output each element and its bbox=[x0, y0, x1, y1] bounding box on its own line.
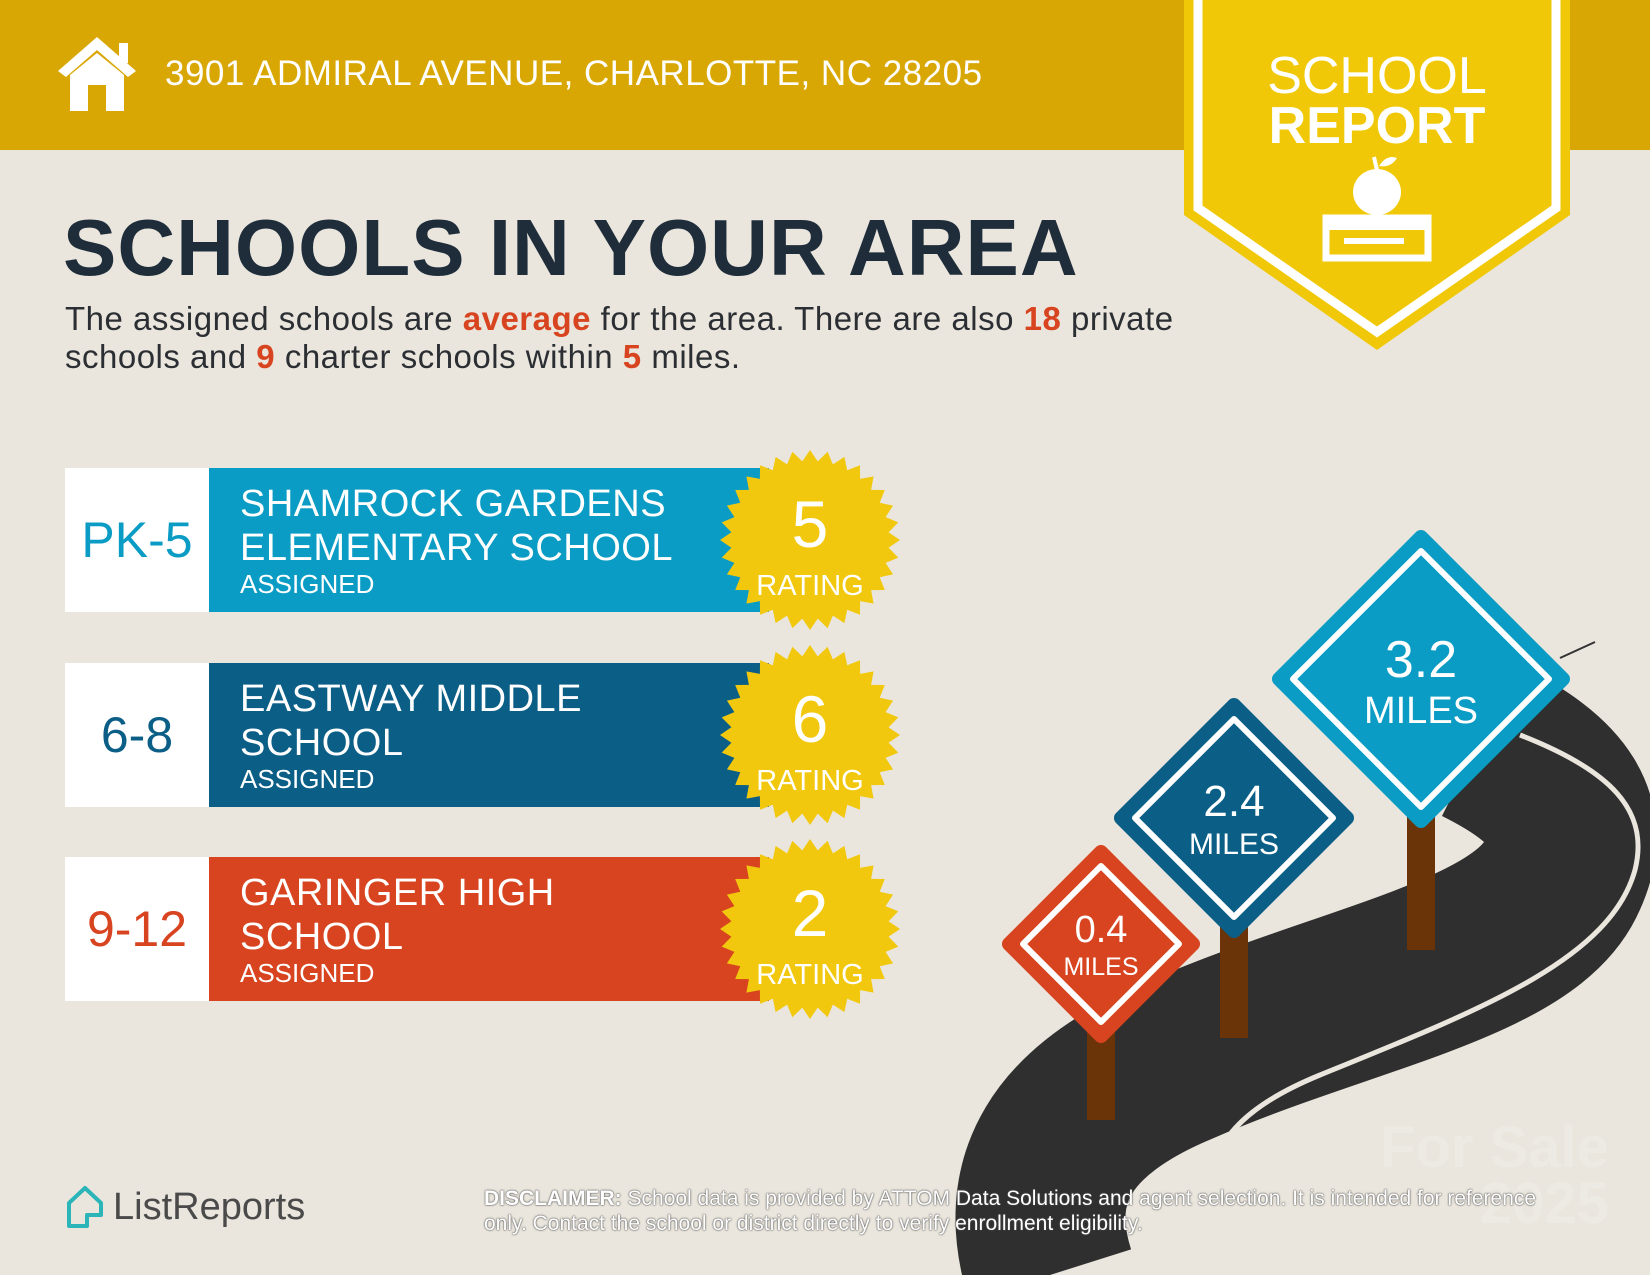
assignment-status: ASSIGNED bbox=[240, 958, 375, 988]
school-name-line-2: SCHOOL bbox=[240, 916, 404, 958]
house-icon bbox=[58, 37, 136, 111]
page-title: SCHOOLS IN YOUR AREA bbox=[63, 203, 1079, 292]
listreports-logo: ListReports bbox=[65, 1185, 305, 1229]
school-row: 9-12 GARINGER HIGH SCHOOL ASSIGNED 2 RAT… bbox=[65, 839, 900, 1019]
school-row: PK-5 SHAMROCK GARDENS ELEMENTARY SCHOOL … bbox=[65, 450, 900, 630]
rating-seal-icon bbox=[720, 839, 900, 1019]
rating-seal-icon bbox=[720, 450, 900, 630]
school-bar: SHAMROCK GARDENS ELEMENTARY SCHOOL ASSIG… bbox=[209, 468, 769, 612]
distance-sign: 0.4 MILES bbox=[1002, 845, 1200, 1120]
school-name-line-1: GARINGER HIGH bbox=[240, 872, 555, 914]
grade-range: 6-8 bbox=[65, 663, 209, 807]
sign-diamond bbox=[1002, 845, 1200, 1043]
school-bar: EASTWAY MIDDLE SCHOOL ASSIGNED bbox=[209, 663, 769, 807]
watermark: For Sale 2025 bbox=[1380, 1115, 1609, 1236]
distance-value: 3.2 bbox=[1385, 631, 1457, 689]
distance-sign: 2.4 MILES bbox=[1114, 698, 1354, 1038]
assignment-status: ASSIGNED bbox=[240, 764, 375, 794]
school-name-line-2: SCHOOL bbox=[240, 722, 404, 764]
rating-label: RATING bbox=[756, 765, 864, 797]
badge-line-1: SCHOOL bbox=[1267, 47, 1487, 105]
rating-value: 2 bbox=[791, 876, 829, 950]
school-row: 6-8 EASTWAY MIDDLE SCHOOL ASSIGNED 6 RAT… bbox=[65, 645, 900, 825]
rating-label: RATING bbox=[756, 959, 864, 991]
rating-value: 5 bbox=[791, 487, 829, 561]
sign-diamond bbox=[1272, 530, 1570, 828]
distance-unit: MILES bbox=[1364, 690, 1478, 732]
school-name-line-1: EASTWAY MIDDLE bbox=[240, 678, 583, 720]
sign-diamond bbox=[1114, 698, 1354, 938]
rating-value: 6 bbox=[791, 682, 829, 756]
road-center-line bbox=[1210, 732, 1641, 1275]
badge-line-2: REPORT bbox=[1268, 97, 1486, 155]
grade-range: PK-5 bbox=[65, 468, 209, 612]
grade-range: 9-12 bbox=[65, 857, 209, 1001]
assignment-status: ASSIGNED bbox=[240, 569, 375, 599]
road bbox=[955, 663, 1650, 1275]
listreports-logo-icon bbox=[67, 1186, 103, 1228]
charter-count: 9 bbox=[256, 338, 276, 375]
distance-sign: 3.2 MILES bbox=[1272, 530, 1570, 950]
property-address: 3901 ADMIRAL AVENUE, CHARLOTTE, NC 28205 bbox=[165, 54, 983, 93]
apple-on-book-icon bbox=[1322, 156, 1432, 262]
distance-value: 0.4 bbox=[1075, 909, 1128, 951]
rating-seal-icon bbox=[720, 645, 900, 825]
radius-value: 5 bbox=[622, 338, 642, 375]
quality-value: average bbox=[462, 300, 591, 337]
private-count: 18 bbox=[1023, 300, 1062, 337]
school-name-line-2: ELEMENTARY SCHOOL bbox=[240, 527, 673, 569]
school-name-line-1: SHAMROCK GARDENS bbox=[240, 483, 667, 525]
summary-text: The assigned schools are average for the… bbox=[65, 300, 1174, 375]
distance-unit: MILES bbox=[1189, 828, 1279, 861]
disclaimer: DISCLAIMER: School data is provided by A… bbox=[484, 1187, 1537, 1235]
distance-unit: MILES bbox=[1063, 953, 1138, 981]
school-bar: GARINGER HIGH SCHOOL ASSIGNED bbox=[209, 857, 769, 1001]
rating-label: RATING bbox=[756, 570, 864, 602]
school-report-badge bbox=[1184, 0, 1570, 350]
distance-value: 2.4 bbox=[1203, 777, 1264, 826]
